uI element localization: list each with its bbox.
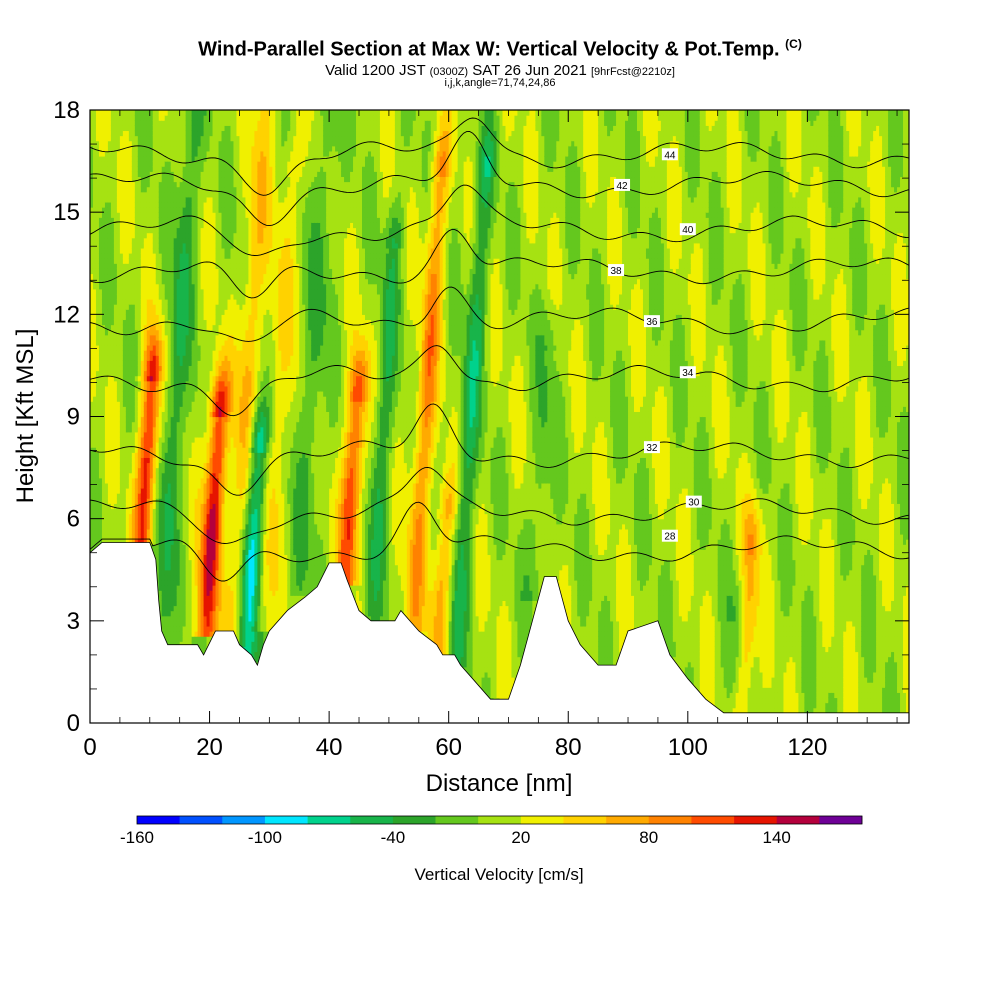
vertical-velocity-field (90, 110, 909, 723)
colorbar-swatch (478, 816, 522, 824)
colorbar-swatch (520, 816, 564, 824)
x-tick-label: 40 (316, 734, 343, 761)
valid-time: Valid 1200 JST (325, 62, 425, 79)
theta-contour-42 (90, 131, 909, 227)
x-axis-label: Distance [nm] (426, 770, 573, 797)
colorbar-swatch (691, 816, 735, 824)
y-tick-label: 3 (67, 608, 80, 635)
colorbar-frame (136, 815, 863, 825)
y-tick-label: 0 (67, 710, 80, 737)
colorbar-tick-label: 80 (639, 828, 658, 847)
contour-label-bg (679, 366, 696, 379)
x-tick-label: 0 (83, 734, 96, 761)
theta-contour-36 (90, 286, 909, 342)
copyright-mark: (C) (785, 37, 802, 51)
colorbar-swatch (222, 816, 266, 824)
colorbar-tick-label: -160 (120, 828, 154, 847)
valid-date: SAT 26 Jun 2021 (472, 62, 587, 79)
colorbar-swatch (179, 816, 223, 824)
x-tick-label: 20 (196, 734, 223, 761)
colorbar-swatch (350, 816, 394, 824)
colorbar-swatch (392, 816, 436, 824)
colorbar-swatch (435, 816, 479, 824)
x-tick-label: 60 (435, 734, 462, 761)
theta-contour-30 (90, 466, 909, 544)
y-tick-label: 12 (53, 301, 80, 328)
valid-utc: (0300Z) (430, 66, 469, 78)
colorbar-swatch (606, 816, 650, 824)
colorbar-tick-label: 140 (763, 828, 791, 847)
contour-labels: 28 30 32 34 36 38 40 42 44 (608, 148, 702, 543)
y-tick-label: 9 (67, 404, 80, 431)
contour-label-34: 34 (682, 368, 694, 379)
colorbar-swatch (563, 816, 607, 824)
theta-contour-28 (90, 501, 909, 582)
y-tick-label: 6 (67, 506, 80, 533)
theta-contour-32 (90, 403, 909, 496)
x-tick-label: 120 (787, 734, 827, 761)
chart-title-text: Wind-Parallel Section at Max W: Vertical… (198, 39, 779, 61)
colorbar-swatch (137, 816, 180, 824)
colorbar-swatch (819, 816, 863, 824)
contour-label-36: 36 (646, 317, 658, 328)
contour-label-38: 38 (611, 266, 623, 277)
contour-label-bg (643, 315, 660, 328)
x-tick-label: 100 (668, 734, 708, 761)
chart-title: Wind-Parallel Section at Max W: Vertical… (0, 37, 1000, 62)
contour-label-32: 32 (646, 443, 658, 454)
theta-contour-44 (90, 117, 909, 196)
chart-subtitle: Valid 1200 JST (0300Z) SAT 26 Jun 2021 [… (0, 62, 1000, 79)
contour-label-30: 30 (688, 498, 700, 509)
colorbar-label: Vertical Velocity [cm/s] (414, 865, 583, 884)
colorbar-swatch (307, 816, 351, 824)
forecast-info: [9hrFcst@2210z] (591, 66, 675, 78)
theta-contour-38 (90, 229, 909, 299)
section-params: i,j,k,angle=71,74,24,86 (0, 77, 1000, 89)
potential-temperature-contours (90, 117, 909, 582)
contour-label-44: 44 (664, 150, 676, 161)
y-axis-label: Height [Kft MSL] (12, 329, 39, 504)
x-tick-label: 80 (555, 734, 582, 761)
colorbar-tick-label: -100 (248, 828, 282, 847)
colorbar-swatch (648, 816, 692, 824)
colorbar-swatch (776, 816, 820, 824)
theta-contour-34 (90, 345, 909, 417)
contour-label-42: 42 (616, 181, 628, 192)
theta-contour-40 (90, 184, 909, 256)
colorbar-tick-label: 20 (511, 828, 530, 847)
y-tick-label: 15 (53, 199, 80, 226)
contour-label-bg (661, 148, 678, 161)
terrain-mask (89, 542, 910, 724)
colorbar-swatch (734, 816, 778, 824)
contour-label-bg (643, 441, 660, 454)
colorbar: -160 -100 -40 20 80 140 (120, 815, 863, 847)
colorbar-swatch (264, 816, 308, 824)
contour-label-28: 28 (664, 532, 676, 543)
contour-label-bg (614, 178, 631, 191)
contour-label-bg (679, 223, 696, 236)
contour-label-bg (661, 529, 678, 542)
contour-label-bg (685, 495, 702, 508)
y-tick-label: 18 (53, 97, 80, 124)
colorbar-tick-label: -40 (381, 828, 406, 847)
contour-label-40: 40 (682, 225, 694, 236)
contour-label-bg (608, 264, 625, 277)
